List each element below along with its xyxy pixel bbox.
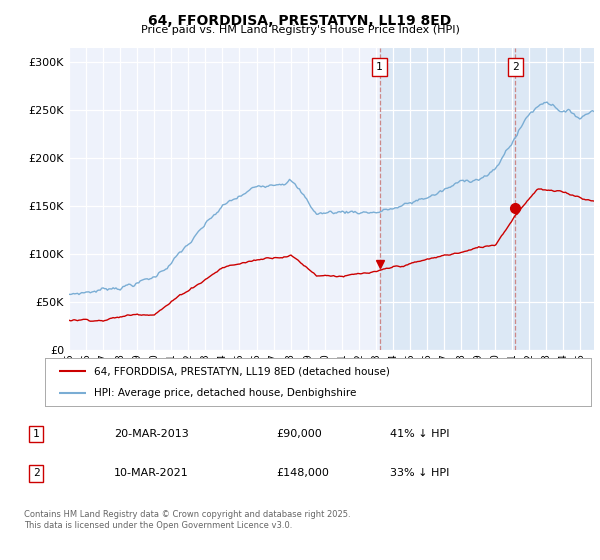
Text: HPI: Average price, detached house, Denbighshire: HPI: Average price, detached house, Denb…: [94, 388, 356, 398]
Bar: [380, 48, 594, 350]
Text: 1: 1: [32, 429, 40, 439]
Text: 64, FFORDDISA, PRESTATYN, LL19 8ED (detached house): 64, FFORDDISA, PRESTATYN, LL19 8ED (deta…: [94, 366, 390, 376]
Text: Contains HM Land Registry data © Crown copyright and database right 2025.
This d: Contains HM Land Registry data © Crown c…: [24, 510, 350, 530]
Text: 2: 2: [512, 62, 519, 72]
Text: 10-MAR-2021: 10-MAR-2021: [114, 468, 189, 478]
Text: 1: 1: [376, 62, 383, 72]
Text: 20-MAR-2013: 20-MAR-2013: [114, 429, 189, 439]
Text: Price paid vs. HM Land Registry's House Price Index (HPI): Price paid vs. HM Land Registry's House …: [140, 25, 460, 35]
Text: £148,000: £148,000: [276, 468, 329, 478]
Text: 64, FFORDDISA, PRESTATYN, LL19 8ED: 64, FFORDDISA, PRESTATYN, LL19 8ED: [148, 14, 452, 28]
Text: 33% ↓ HPI: 33% ↓ HPI: [390, 468, 449, 478]
Text: £90,000: £90,000: [276, 429, 322, 439]
Text: 2: 2: [32, 468, 40, 478]
Text: 41% ↓ HPI: 41% ↓ HPI: [390, 429, 449, 439]
